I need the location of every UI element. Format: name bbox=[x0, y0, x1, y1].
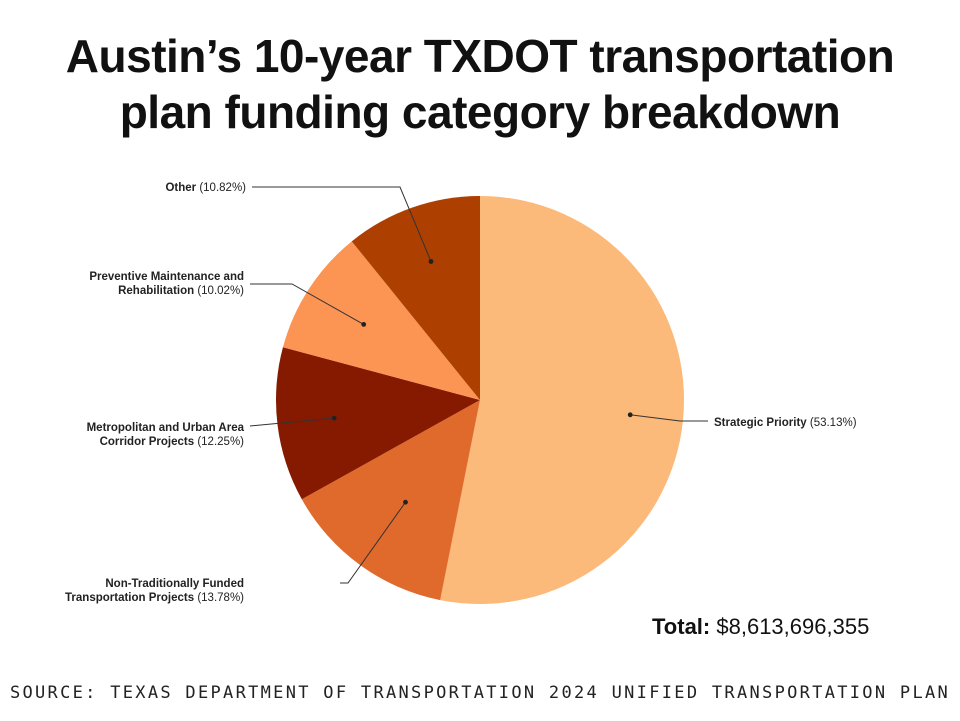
leader-line-2 bbox=[340, 501, 406, 584]
total-value: $8,613,696,355 bbox=[716, 614, 870, 639]
pie-slice-5 bbox=[351, 196, 480, 400]
slice-label-5: Other (10.82%) bbox=[165, 182, 246, 194]
total-label: Total: bbox=[652, 614, 711, 639]
pie-chart: Strategic Priority (53.13%) Non-Tradition… bbox=[65, 182, 857, 604]
leader-dot-1 bbox=[627, 412, 633, 418]
leader-line-5 bbox=[252, 186, 432, 262]
pie-slice-3 bbox=[275, 347, 480, 500]
title-line-2: plan funding category breakdown bbox=[119, 86, 841, 138]
leader-dot-4 bbox=[361, 322, 367, 327]
leader-line-3 bbox=[249, 417, 335, 427]
leader-dot-2 bbox=[403, 499, 408, 505]
leader-dot-5 bbox=[428, 259, 434, 264]
leader-dot-3 bbox=[331, 415, 337, 421]
total-amount: Total: $8,613,696,355 bbox=[652, 614, 869, 640]
slice-label-4: Preventive Maintenance and Rehabilitation… bbox=[89, 271, 244, 297]
leader-line-4 bbox=[250, 283, 364, 325]
slice-label-1: Strategic Priority (53.13%) bbox=[714, 417, 857, 429]
pie-slice-1 bbox=[440, 196, 684, 604]
slice-label-3: Metropolitan and Urban Area Corridor Proj… bbox=[87, 422, 245, 448]
source-note: SOURCE: TEXAS DEPARTMENT OF TRANSPORTATI… bbox=[9, 683, 951, 703]
leader-line-1 bbox=[630, 414, 708, 422]
pie-slice-2 bbox=[301, 400, 480, 601]
title-line-1: Austin’s 10-year TXDOT transportation bbox=[65, 30, 895, 82]
chart-title: Austin’s 10-year TXDOT transportation pl… bbox=[0, 28, 960, 140]
slice-label-2: Non-Traditionally Funded Transportation P… bbox=[65, 578, 244, 604]
pie-slice-4 bbox=[282, 241, 480, 400]
